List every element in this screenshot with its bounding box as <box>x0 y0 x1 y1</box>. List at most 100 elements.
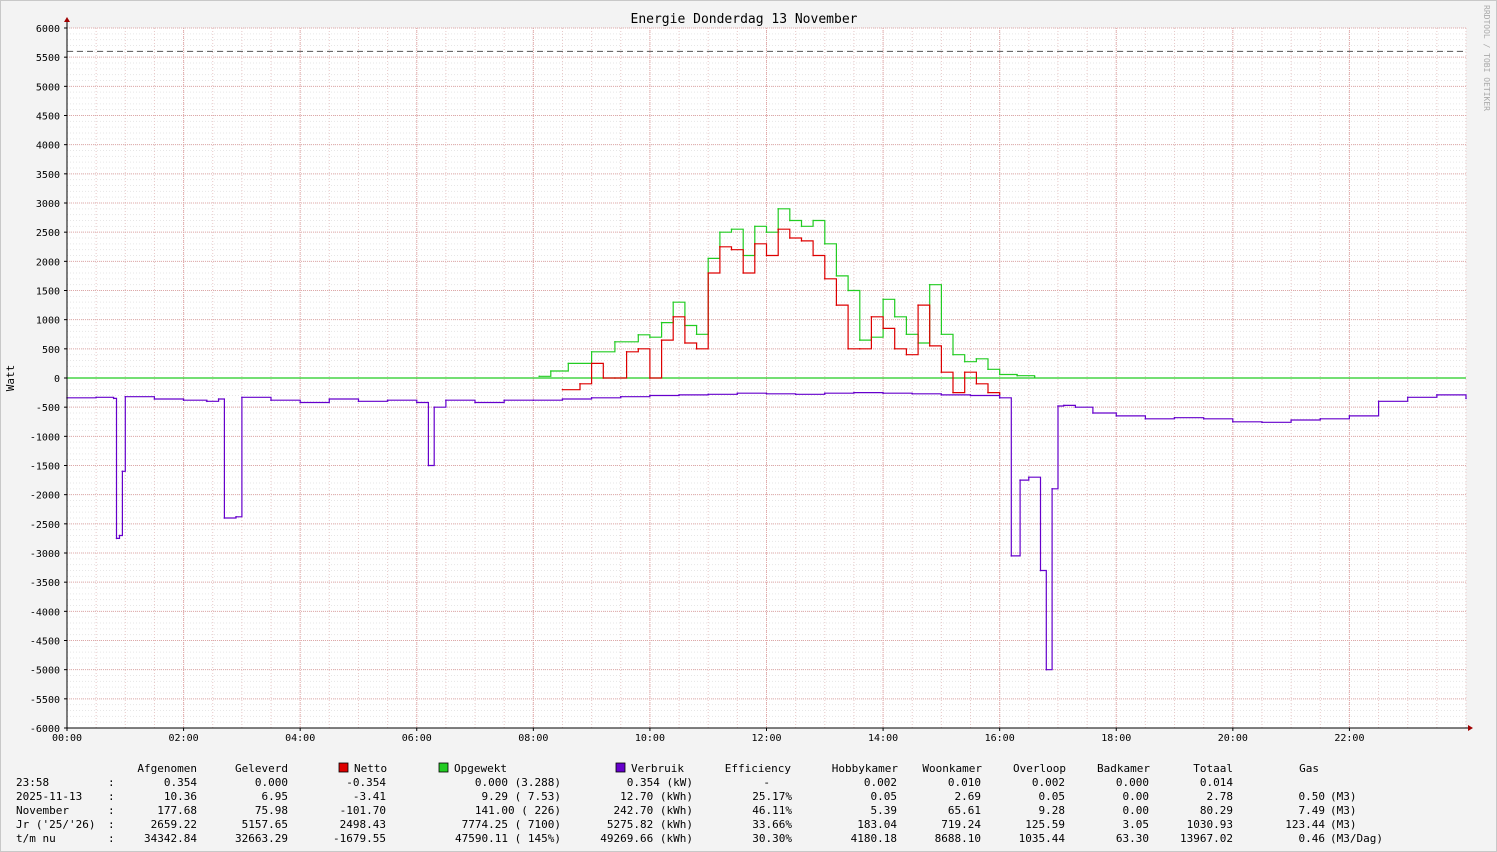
point-opgewekt <box>812 219 814 222</box>
legend-cell: 9.29 ( 7.53) <box>482 790 561 803</box>
legend-cell: 0.50 <box>1299 790 1326 803</box>
point-verbruik <box>998 397 1001 399</box>
point-verbruik <box>823 392 826 394</box>
point-netto <box>754 243 756 245</box>
legend-cell: 9.28 <box>1039 804 1066 817</box>
legend-cell: (M3/Dag) <box>1330 832 1383 845</box>
x-axis-arrow <box>1468 725 1473 731</box>
y-tick-label: 3000 <box>36 199 60 210</box>
point-netto <box>823 278 826 280</box>
legend-cell: 0.000 (3.288) <box>475 776 561 789</box>
point-verbruik <box>1062 404 1065 407</box>
series-group <box>66 208 1467 671</box>
point-opgewekt <box>858 339 861 341</box>
legend-cell: 8688.10 <box>935 832 981 845</box>
legend-cell: -101.70 <box>340 804 386 817</box>
legend-cell: 49269.66 (kWh) <box>600 832 693 845</box>
legend-cell: 2.78 <box>1207 790 1234 803</box>
y-tick-label: 2000 <box>36 257 60 268</box>
point-verbruik <box>206 400 208 403</box>
point-verbruik <box>736 392 739 394</box>
point-verbruik <box>882 392 884 394</box>
legend-row-sep: : <box>108 804 115 817</box>
point-verbruik <box>1406 396 1409 399</box>
y-tick-label: 4000 <box>36 141 60 152</box>
point-verbruik <box>1074 406 1077 408</box>
x-tick-label: 02:00 <box>169 733 199 744</box>
point-opgewekt <box>975 357 978 360</box>
point-verbruik <box>357 400 360 403</box>
point-verbruik <box>427 464 430 467</box>
legend-cell: 5157.65 <box>242 818 288 831</box>
legend-table: Afgenomen Geleverd Netto Opgewekt Verbruik Ef… <box>16 762 1383 845</box>
legend-header-totaal: Totaal <box>1193 762 1233 775</box>
point-netto <box>684 342 686 344</box>
y-axis-arrow <box>64 17 70 22</box>
point-netto <box>660 339 663 341</box>
point-verbruik <box>1436 394 1438 396</box>
point-opgewekt <box>765 231 768 233</box>
point-netto <box>707 272 710 274</box>
point-netto <box>730 248 733 251</box>
point-verbruik <box>223 517 226 519</box>
y-tick-label: 6000 <box>36 24 60 35</box>
legend-cell: 7774.25 ( 7100) <box>462 818 561 831</box>
legend-header-verbruik: Verbruik <box>631 762 684 775</box>
point-verbruik <box>1319 418 1322 420</box>
legend-cell: 719.24 <box>941 818 981 831</box>
point-netto <box>940 371 943 373</box>
legend-cell: 141.00 ( 226) <box>475 804 561 817</box>
legend-header-gas: Gas <box>1299 762 1319 775</box>
legend-cell: 2659.22 <box>151 818 197 831</box>
point-netto <box>742 272 744 274</box>
legend-cell: 0.00 <box>1123 790 1150 803</box>
legend-cell: 2498.43 <box>340 818 386 831</box>
legend-cell: 0.05 <box>871 790 898 803</box>
y-tick-label: 4500 <box>36 112 60 123</box>
point-opgewekt <box>672 301 675 303</box>
point-verbruik <box>678 394 680 396</box>
legend-cell: 25.17% <box>752 790 792 803</box>
point-netto <box>719 245 721 248</box>
point-netto <box>614 377 616 379</box>
point-opgewekt <box>730 228 733 231</box>
legend-cell: 5.39 <box>871 804 898 817</box>
point-verbruik <box>969 394 972 397</box>
legend-cell: 0.46 <box>1299 832 1326 845</box>
point-opgewekt <box>987 368 989 371</box>
point-opgewekt <box>1033 376 1036 378</box>
point-verbruik <box>235 516 237 518</box>
legend-cell: - <box>763 776 770 789</box>
point-opgewekt <box>777 208 779 210</box>
point-verbruik <box>1092 412 1094 414</box>
point-verbruik <box>590 397 593 399</box>
legend-header-badkamer: Badkamer <box>1097 762 1150 775</box>
x-tick-label: 10:00 <box>635 733 665 744</box>
y-tick-label: -2500 <box>30 520 60 531</box>
legend-swatch-verbruik <box>615 762 626 773</box>
legend-cell: 5275.82 (kWh) <box>607 818 693 831</box>
legend-cell: (M3) <box>1330 790 1357 803</box>
point-verbruik <box>649 394 651 397</box>
point-verbruik <box>95 396 97 399</box>
legend-cell: 123.44 <box>1285 818 1325 831</box>
point-netto <box>602 377 605 379</box>
legend-cell: (M3) <box>1330 818 1357 831</box>
y-tick-label: -3500 <box>30 578 60 589</box>
legend-cell: 177.68 <box>157 804 197 817</box>
point-opgewekt <box>893 315 896 318</box>
point-verbruik <box>433 406 436 408</box>
legend-cell: 4180.18 <box>851 832 897 845</box>
point-verbruik <box>1045 668 1048 671</box>
y-tick-label: -4500 <box>30 637 60 648</box>
point-opgewekt <box>719 231 721 233</box>
point-netto <box>835 304 838 306</box>
legend-row-sep: : <box>108 790 115 803</box>
point-opgewekt <box>590 350 593 353</box>
point-verbruik <box>182 399 185 401</box>
point-verbruik <box>619 395 622 398</box>
legend-row-sep: : <box>108 818 115 831</box>
legend-cell: 65.61 <box>948 804 981 817</box>
legend-cell: 183.04 <box>857 818 897 831</box>
y-tick-label: -6000 <box>30 724 60 735</box>
